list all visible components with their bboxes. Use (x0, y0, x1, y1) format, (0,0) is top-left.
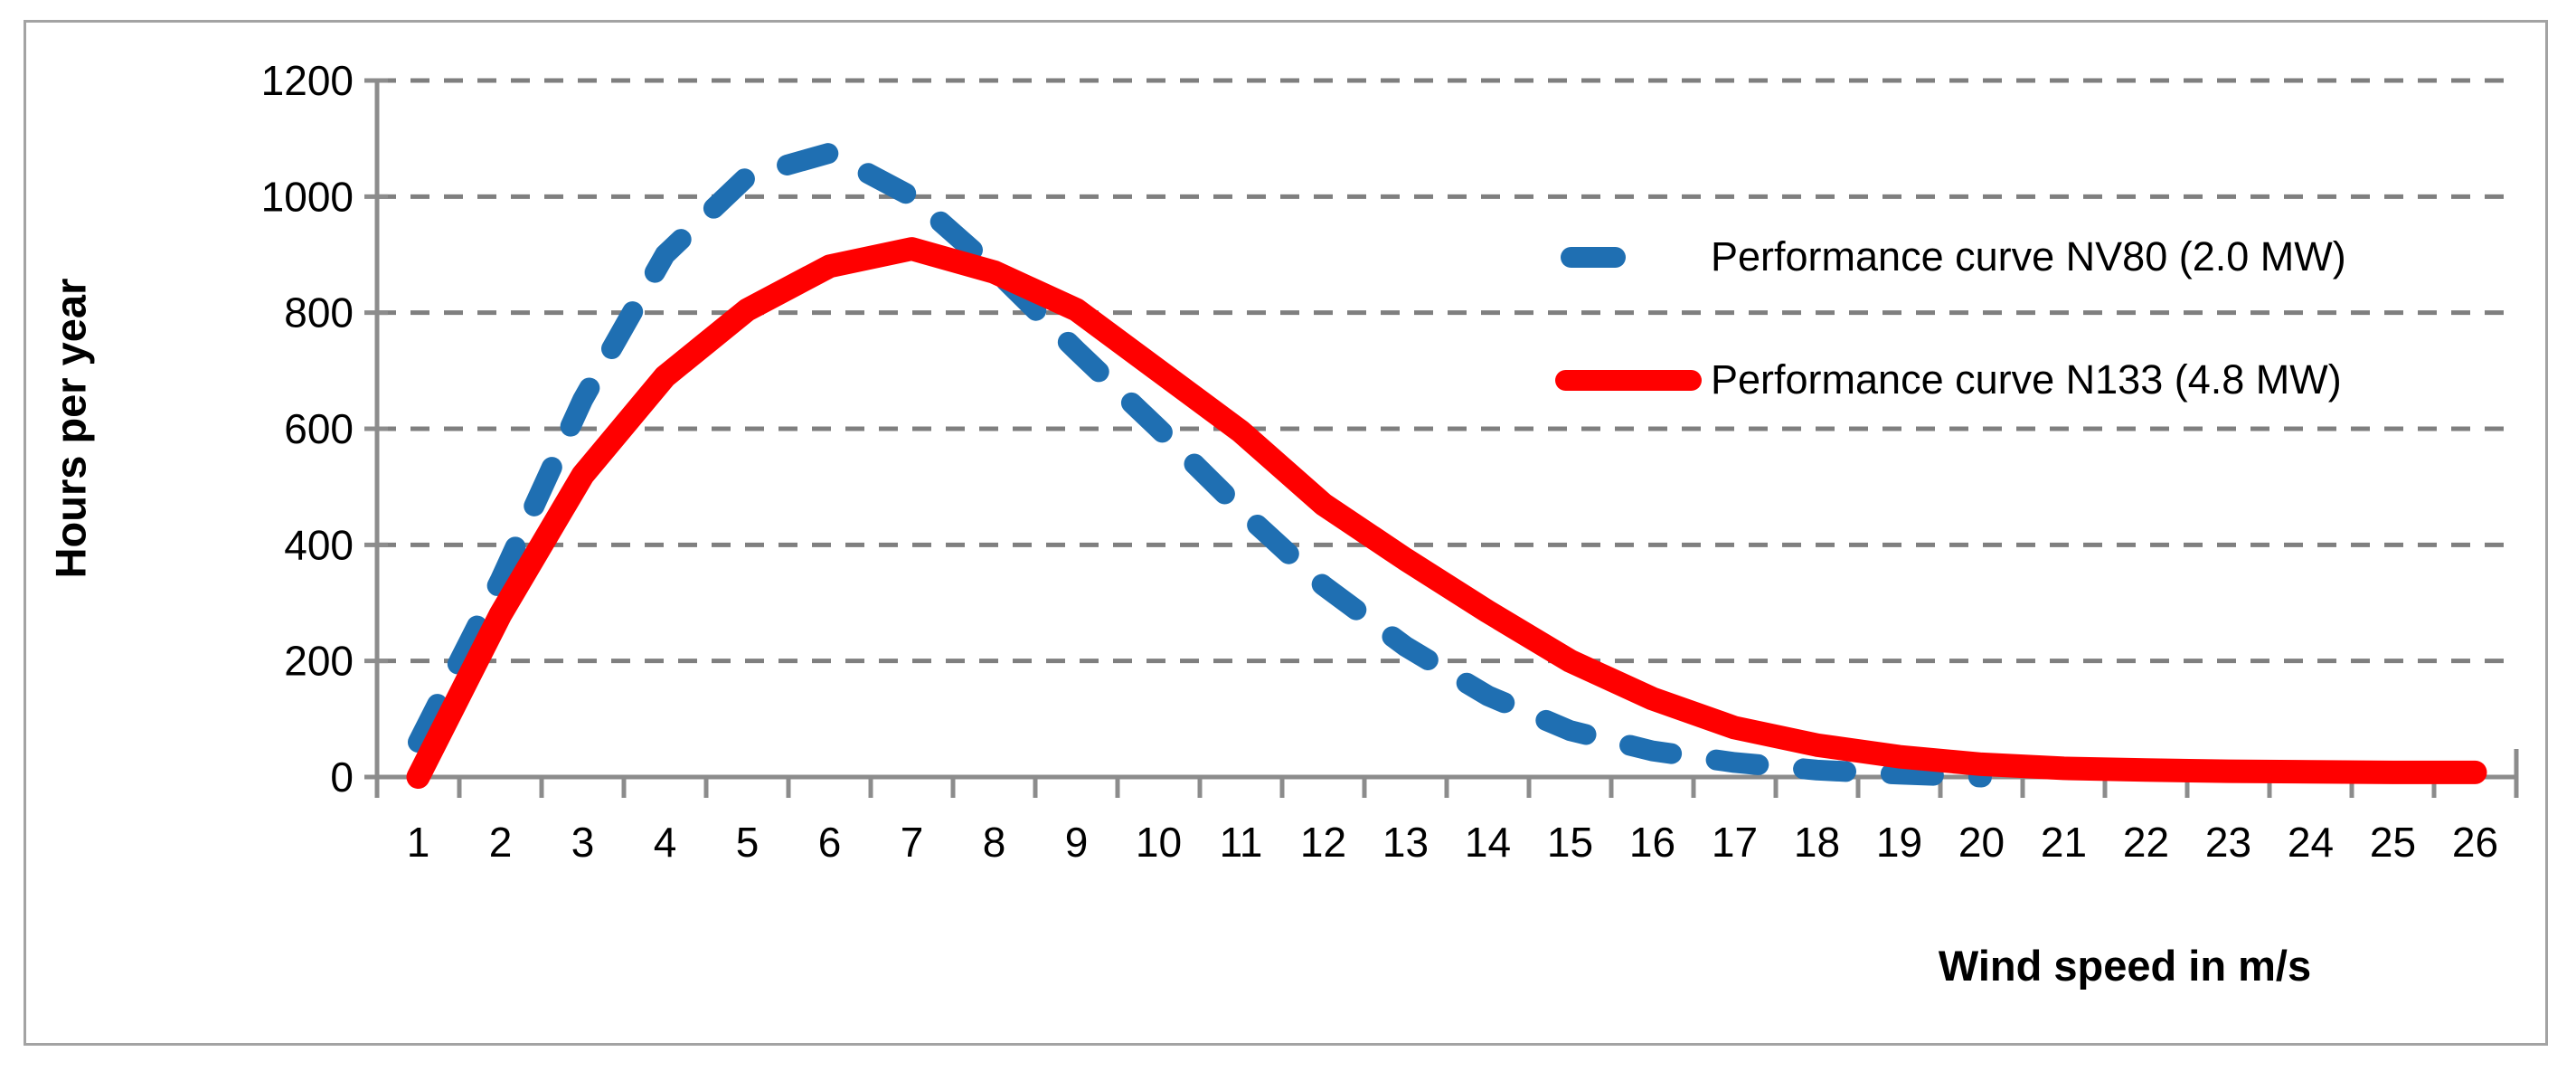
x-tick-label: 2 (489, 819, 513, 866)
y-tick-label: 400 (284, 521, 354, 568)
nv80-dashed-line-swatch (1561, 246, 1626, 268)
x-tick-label: 24 (2288, 819, 2334, 866)
x-tick-label: 16 (1629, 819, 1675, 866)
y-tick-label: 800 (284, 289, 354, 336)
y-tick-label: 1000 (261, 173, 354, 220)
x-tick-label: 12 (1300, 819, 1346, 866)
x-tick-label: 5 (736, 819, 760, 866)
x-tick-label: 9 (1065, 819, 1089, 866)
x-tick-label: 14 (1465, 819, 1511, 866)
x-tick-label: 25 (2370, 819, 2416, 866)
x-tick-label: 3 (571, 819, 595, 866)
x-tick-label: 7 (901, 819, 924, 866)
series-line-n133 (406, 237, 2487, 789)
legend-label-n133: Performance curve N133 (4.8 MW) (1711, 356, 2342, 403)
y-tick-label: 200 (284, 638, 354, 685)
x-tick-label: 8 (983, 819, 1006, 866)
x-tick-label: 18 (1794, 819, 1840, 866)
x-tick-label: 26 (2452, 819, 2498, 866)
x-axis-title: Wind speed in m/s (1938, 942, 2312, 990)
x-tick-label: 11 (1220, 819, 1263, 866)
n133-solid-line-swatch (1555, 369, 1702, 391)
series-line-nv80 (408, 142, 1992, 788)
legend-label-nv80: Performance curve NV80 (2.0 MW) (1711, 233, 2346, 280)
x-tick-label: 1 (407, 819, 430, 866)
x-tick-label: 22 (2123, 819, 2169, 866)
figure-border (24, 20, 2548, 1046)
y-tick-label: 600 (284, 405, 354, 452)
x-tick-label: 4 (654, 819, 677, 866)
y-tick-label: 1200 (261, 57, 354, 104)
x-tick-label: 6 (818, 819, 842, 866)
y-tick-label: 0 (330, 753, 354, 801)
x-tick-label: 21 (2041, 819, 2087, 866)
legend-item-n133: Performance curve N133 (4.8 MW) (1548, 353, 2342, 407)
x-tick-label: 20 (1958, 819, 2005, 866)
x-tick-label: 13 (1382, 819, 1429, 866)
legend-item-nv80: Performance curve NV80 (2.0 MW) (1548, 230, 2346, 284)
x-tick-label: 17 (1712, 819, 1758, 866)
y-axis-title: Hours per year (46, 278, 95, 579)
x-tick-label: 10 (1136, 819, 1182, 866)
x-tick-label: 15 (1547, 819, 1593, 866)
x-tick-label: 19 (1876, 819, 1922, 866)
x-tick-label: 23 (2205, 819, 2251, 866)
